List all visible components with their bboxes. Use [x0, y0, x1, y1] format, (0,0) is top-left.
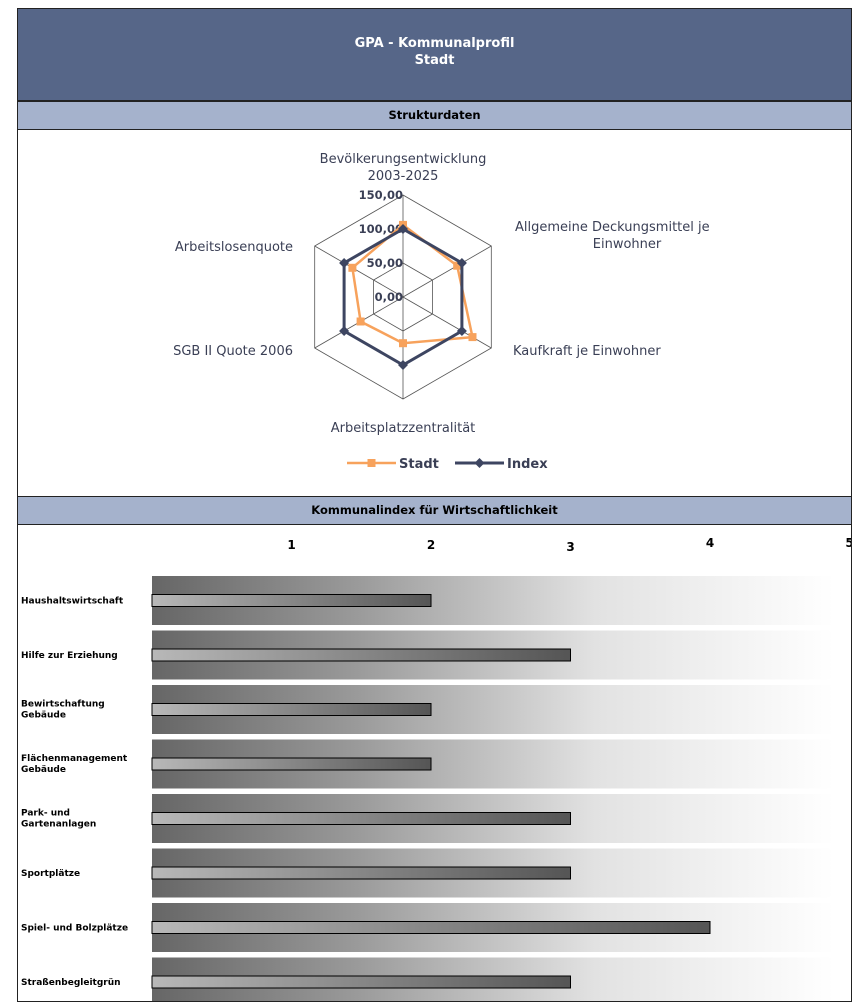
section-title-kommunalindex: Kommunalindex für Wirtschaftlichkeit — [18, 496, 851, 525]
radar-point-stadt — [399, 339, 407, 348]
radar-point-index — [456, 326, 467, 336]
category-label-park-und: Gartenanlagen — [21, 820, 96, 830]
scale-label-1: 1 — [287, 538, 295, 552]
report-frame: GPA - Kommunalprofil Stadt Strukturdaten… — [17, 8, 852, 1002]
legend-label-stadt: Stadt — [399, 457, 439, 472]
radar-axis-label-bev-lkerungsentwicklung: 2003-2025 — [368, 169, 439, 184]
radar-axis-label-kaufkraft-je-einwohner: Kaufkraft je Einwohner — [513, 344, 661, 359]
bar-park-und — [151, 812, 571, 825]
scale-label-5: 5 — [845, 536, 851, 550]
section-title-strukturdaten: Strukturdaten — [18, 101, 851, 130]
radar-spoke — [402, 296, 492, 349]
category-label-park-und: Park- und — [21, 809, 70, 819]
category-label-bewirtschaftung: Gebäude — [21, 711, 66, 721]
radar-tick-label: 100,00 — [359, 222, 403, 236]
category-label-hilfe-zur-erziehung: Hilfe zur Erziehung — [21, 651, 118, 661]
scale-label-4: 4 — [706, 536, 714, 550]
report-header: GPA - Kommunalprofil Stadt — [18, 9, 851, 101]
bar-spiel-und-bolzpl-tze — [151, 921, 711, 934]
radar-tick-label: 150,00 — [359, 188, 403, 202]
radar-point-stadt — [348, 263, 357, 272]
category-label-fl-chenmanagement: Flächenmanagement — [21, 754, 128, 764]
radar-axis-label-allgemeine-deckungsmittel-je: Allgemeine Deckungsmittel je — [515, 220, 710, 235]
report-subtitle: Stadt — [414, 53, 455, 68]
radar-tick-label: 0,00 — [375, 290, 403, 304]
radar-point-index — [339, 258, 350, 268]
category-label-bewirtschaftung: Bewirtschaftung — [21, 700, 105, 710]
category-label-fl-chenmanagement: Gebäude — [21, 765, 66, 775]
radar-axis-label-bev-lkerungsentwicklung: Bevölkerungsentwicklung — [320, 152, 487, 167]
scale-label-2: 2 — [427, 538, 435, 552]
legend-label-index: Index — [507, 457, 548, 472]
radar-tick-label: 50,00 — [367, 256, 403, 270]
legend-marker-stadt — [367, 459, 376, 467]
scale-label-3: 3 — [566, 540, 574, 554]
category-label-spiel-und-bolzpl-tze: Spiel- und Bolzplätze — [21, 924, 128, 934]
report-title: GPA - Kommunalprofil — [354, 36, 515, 51]
radar-spoke — [314, 245, 404, 298]
radar-chart: 150,00 100,00 50,00 0,00 Bevölkerungsentwick… — [173, 152, 710, 472]
radar-spoke — [402, 245, 492, 298]
bar-hilfe-zur-erziehung — [151, 648, 571, 662]
category-label-stra-enbegleitgr-n: Straßenbegleitgrün — [21, 978, 121, 988]
radar-point-index — [456, 258, 467, 268]
radar-point-stadt — [468, 333, 477, 342]
radar-point-index — [398, 224, 408, 234]
radar-point-stadt — [453, 261, 462, 270]
radar-axis-label-arbeitslosenquote: Arbeitslosenquote — [175, 240, 293, 255]
bar-haushaltswirtschaft — [151, 594, 432, 607]
radar-point-index — [398, 360, 408, 370]
bar-chart: 1 2 3 4 5 Haushaltswirtschaft Hilfe zur Erzieh… — [21, 536, 851, 1001]
radar-axis-label-arbeitsplatzzentralit-t: Arbeitsplatzzentralität — [331, 421, 476, 436]
bar-sportpl-tze — [151, 866, 571, 880]
bar-stra-enbegleitgr-n — [151, 975, 571, 989]
radar-point-index — [339, 326, 350, 336]
category-label-haushaltswirtschaft: Haushaltswirtschaft — [21, 597, 124, 607]
radar-axis-label-allgemeine-deckungsmittel-je: Einwohner — [593, 237, 662, 252]
legend-marker-index — [474, 458, 485, 468]
category-label-sportpl-tze: Sportplätze — [21, 869, 80, 879]
bar-fl-chenmanagement — [151, 757, 432, 771]
radar-point-stadt — [356, 317, 365, 326]
radar-axis-label-sgb-ii-quote-2006: SGB II Quote 2006 — [173, 344, 293, 359]
bar-bewirtschaftung — [151, 703, 432, 716]
